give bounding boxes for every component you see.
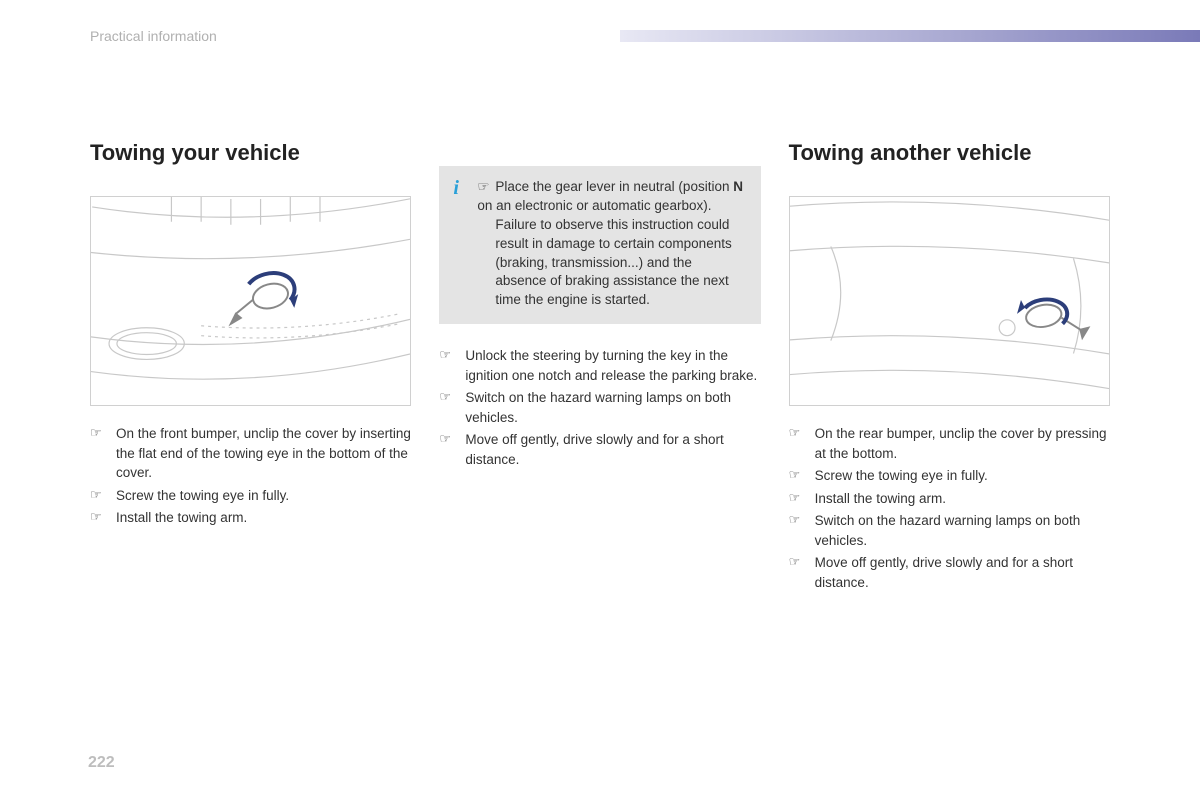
- illustration-rear-bumper: [789, 196, 1110, 406]
- title-towing-your-vehicle: Towing your vehicle: [90, 140, 411, 166]
- info-box: i ☞Place the gear lever in neutral (posi…: [439, 166, 760, 324]
- list-item: Install the towing arm.: [789, 489, 1110, 509]
- list-item: Unlock the steering by turning the key i…: [439, 346, 760, 385]
- list-item: Move off gently, drive slowly and for a …: [439, 430, 760, 469]
- info-prefix: Place the gear lever in neutral (positio…: [495, 179, 733, 194]
- list-item: Screw the towing eye in fully.: [90, 486, 411, 506]
- list-item: Switch on the hazard warning lamps on bo…: [789, 511, 1110, 550]
- column-middle: . i ☞Place the gear lever in neutral (po…: [439, 140, 760, 596]
- list-item: On the front bumper, unclip the cover by…: [90, 424, 411, 483]
- list-item: Install the towing arm.: [90, 508, 411, 528]
- content-row: Towing your vehicle: [90, 140, 1110, 596]
- steps-col1: On the front bumper, unclip the cover by…: [90, 424, 411, 528]
- header-gradient-bar: [620, 30, 1200, 42]
- column-towing-another-vehicle: Towing another vehicle: [789, 140, 1110, 596]
- page-number: 222: [88, 754, 115, 772]
- front-bumper-svg: [91, 197, 410, 405]
- list-item: Screw the towing eye in fully.: [789, 466, 1110, 486]
- column-towing-your-vehicle: Towing your vehicle: [90, 140, 411, 596]
- info-rest: Failure to observe this instruction coul…: [477, 216, 746, 310]
- steps-col3: On the rear bumper, unclip the cover by …: [789, 424, 1110, 593]
- hand-icon: ☞: [477, 178, 495, 197]
- list-item: On the rear bumper, unclip the cover by …: [789, 424, 1110, 463]
- list-item: Move off gently, drive slowly and for a …: [789, 553, 1110, 592]
- info-icon: i: [453, 178, 467, 310]
- towing-eye-icon: [231, 273, 298, 324]
- title-towing-another-vehicle: Towing another vehicle: [789, 140, 1110, 166]
- rear-bumper-svg: [790, 197, 1109, 405]
- section-label: Practical information: [90, 28, 217, 44]
- info-mid: on an electronic or automatic gearbox).: [477, 198, 711, 213]
- info-text: ☞Place the gear lever in neutral (positi…: [477, 178, 746, 310]
- manual-page: Practical information 222 Towing your ve…: [0, 0, 1200, 800]
- list-item: Switch on the hazard warning lamps on bo…: [439, 388, 760, 427]
- steps-col2: Unlock the steering by turning the key i…: [439, 346, 760, 469]
- illustration-front-bumper: [90, 196, 411, 406]
- towing-eye-icon: [1017, 299, 1088, 337]
- info-bold: N: [733, 179, 743, 194]
